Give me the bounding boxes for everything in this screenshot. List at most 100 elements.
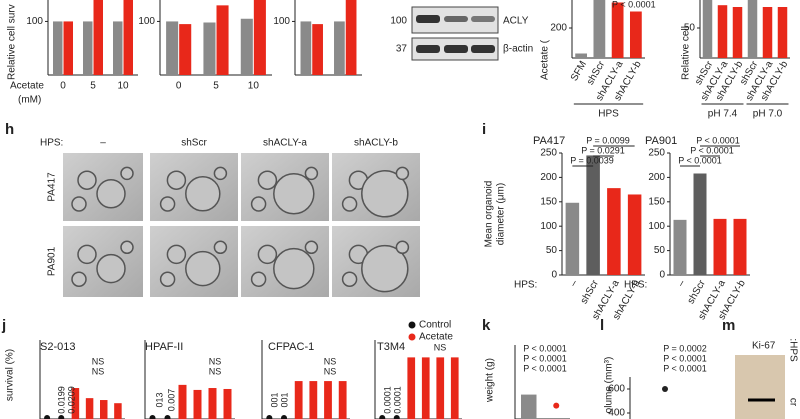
organoid	[257, 244, 278, 265]
bar	[421, 357, 430, 419]
blot-band	[471, 16, 495, 22]
column-label: shACLY-a	[263, 138, 307, 149]
data-point	[553, 402, 560, 409]
chart-title: HPAF-II	[145, 341, 183, 353]
data-point	[662, 386, 668, 392]
data-point	[266, 415, 273, 419]
x-tick-label: –	[568, 278, 581, 289]
bar	[100, 400, 108, 419]
bar	[565, 202, 580, 275]
bar	[71, 388, 80, 419]
annotation: P = 0.0002	[663, 343, 707, 353]
annotation: 013	[154, 392, 164, 407]
y-axis-label: Relative cell	[681, 26, 692, 80]
bar	[593, 0, 606, 58]
y-axis-label: Acetate (	[540, 39, 551, 80]
bar	[193, 389, 202, 419]
bar	[300, 21, 312, 75]
bar	[627, 194, 642, 275]
bar	[586, 155, 600, 275]
organoid	[159, 271, 176, 287]
organoid	[304, 166, 319, 181]
annotation: 0.0199	[56, 386, 66, 414]
x-prefix: HPS:	[624, 280, 647, 291]
bar	[575, 53, 588, 58]
annotation: NS	[92, 356, 105, 366]
annotation: P < 0.0001	[696, 135, 740, 145]
bar	[85, 398, 94, 419]
y-axis-label: diameter (μm)	[496, 183, 507, 245]
bar	[63, 21, 73, 75]
bar	[673, 219, 687, 275]
data-point	[281, 415, 287, 419]
bar	[611, 2, 624, 58]
y-tick-label: 200	[648, 172, 665, 183]
group-label: pH 7.4	[708, 109, 738, 120]
y-tick-label: 50	[684, 23, 696, 34]
chart-title: T3M4	[377, 341, 405, 353]
bar	[521, 394, 537, 419]
bar	[629, 11, 642, 58]
annotation: P = 0.0039	[570, 155, 614, 165]
x-tick-label: 10	[117, 81, 129, 92]
data-point	[379, 415, 386, 419]
annotation: P < 0.0001	[678, 155, 722, 165]
bar	[407, 357, 416, 419]
bar	[53, 21, 63, 75]
organoid	[250, 271, 267, 287]
bar	[166, 21, 179, 75]
y-tick-label: 250	[540, 148, 557, 159]
micrograph-row: cr	[787, 398, 798, 407]
y-tick-label: 600	[608, 384, 625, 395]
organoid	[250, 196, 267, 212]
micrograph	[735, 355, 785, 419]
y-tick-label: 200	[550, 23, 567, 34]
data-point	[44, 415, 51, 419]
x-tick-label: –	[676, 278, 689, 289]
organoid	[395, 166, 410, 181]
annotation: 0.0001	[392, 386, 402, 414]
y-axis-label: survival (%)	[5, 349, 16, 401]
organoid	[361, 244, 409, 293]
group-label: HPS	[598, 109, 619, 120]
bar	[113, 21, 123, 75]
organoid	[395, 240, 410, 255]
annotation: 0.0001	[382, 386, 392, 414]
annotation: 001	[279, 392, 289, 407]
organoid	[120, 166, 134, 181]
y-tick-label: 50	[654, 245, 666, 256]
legend-swatch	[408, 333, 416, 341]
y-tick-label: 100	[648, 221, 665, 232]
bar	[733, 218, 747, 275]
organoid	[77, 244, 97, 265]
bar	[713, 218, 727, 275]
bar	[309, 381, 318, 419]
annotation: P = 0.0291	[581, 145, 625, 155]
bar	[324, 381, 332, 419]
bar	[436, 357, 445, 419]
organoid	[96, 179, 126, 209]
y-tick-label: 100	[540, 221, 557, 232]
organoid	[71, 271, 87, 287]
x-axis-label: Acetate	[10, 81, 44, 92]
bar	[253, 0, 266, 76]
organoid	[341, 271, 358, 287]
group-label: pH 7.0	[753, 109, 783, 120]
micrograph-side: :HPS	[787, 338, 798, 362]
annotation: P < 0.0001	[690, 145, 734, 155]
panel-letter: i	[482, 121, 486, 138]
bar	[762, 7, 773, 58]
panel-letter: j	[1, 317, 6, 334]
chart-title: S2-013	[40, 341, 75, 353]
annotation: P = 0.0099	[586, 135, 630, 145]
bar	[702, 0, 713, 58]
bar	[450, 357, 459, 419]
panel-letter: l	[600, 317, 604, 334]
bar	[216, 5, 229, 76]
blot-label: ACLY	[503, 16, 529, 27]
panel-letter: k	[482, 317, 491, 334]
micrograph-title: Ki-67	[752, 341, 776, 352]
bar	[312, 24, 323, 75]
bar	[114, 403, 122, 419]
annotation: P < 0.0001	[523, 343, 567, 353]
